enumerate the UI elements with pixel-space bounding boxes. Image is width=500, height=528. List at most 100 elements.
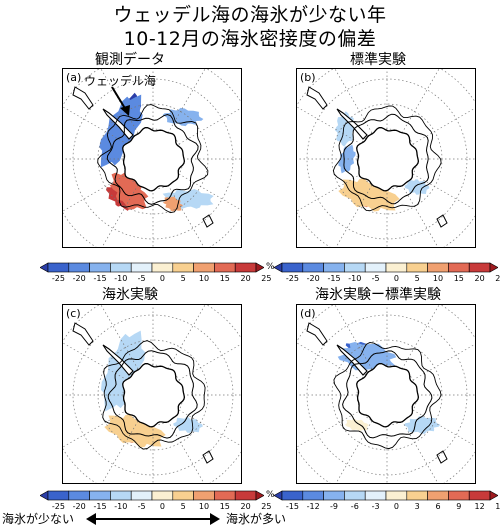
latitude-circle	[72, 78, 234, 240]
panel-d-title: 海氷実験ー標準実験	[315, 287, 441, 303]
panel-a-label: (a)	[66, 71, 82, 84]
anomaly-contour	[102, 340, 206, 450]
antarctica-outline	[356, 363, 420, 428]
anomaly-patch	[173, 417, 203, 433]
colorbar-tick-label: -15	[285, 502, 299, 511]
less-ice-label: 海氷が少ない	[2, 512, 75, 526]
colorbar-tick-label: 25	[261, 274, 272, 283]
panel-a-title: 観測データ	[95, 52, 165, 68]
anomaly-contour	[342, 350, 433, 439]
island-outline	[202, 450, 214, 464]
colorbar-tick-label: 6	[435, 502, 441, 511]
panel-c-svg	[63, 305, 241, 483]
south-america-outline	[72, 86, 94, 110]
anomaly-patch	[338, 144, 356, 174]
colorbar-tick-label: -25	[51, 502, 65, 511]
anomaly-contour	[343, 113, 430, 205]
colorbar-tick-label: 0	[159, 502, 165, 511]
antarctica-outline	[122, 127, 186, 192]
colorbar-difference: -15-12-9-6-303691215%	[274, 490, 500, 514]
more-ice-label: 海氷が多い	[226, 512, 287, 526]
anomaly-contour	[106, 113, 199, 205]
colorbar-tick-label: 5	[180, 274, 186, 283]
anomaly-contour	[333, 342, 442, 450]
colorbar-tick-label: 25	[495, 274, 500, 283]
colorbar-tick-label: -3	[371, 502, 380, 511]
colorbar-bar	[274, 262, 498, 273]
panel-d-label: (d)	[300, 307, 316, 320]
anomaly-patch	[109, 172, 149, 210]
colorbar-tick-label: -12	[306, 502, 320, 511]
colorbar-tick-label: -25	[51, 274, 65, 283]
colorbar-unit: %	[266, 262, 275, 272]
panel-c-map: (c)	[62, 304, 242, 484]
colorbar-tick-label: -20	[72, 502, 86, 511]
latitude-circle	[72, 314, 234, 476]
colorbar-tick-label: 5	[180, 502, 186, 511]
colorbar-tick-label: 12	[474, 502, 485, 511]
anomaly-contour	[332, 105, 442, 212]
annotation-arrow	[111, 86, 130, 116]
colorbar-tick-label: 25	[261, 502, 272, 511]
colorbar-tick-label: 5	[414, 274, 420, 283]
colorbar-tick-label: 0	[393, 502, 399, 511]
colorbar-tick-label: 20	[240, 274, 251, 283]
colorbar-tick-label: 15	[495, 502, 500, 511]
panel-b-title: 標準実験	[350, 52, 406, 68]
colorbar-tick-label: 10	[198, 502, 210, 511]
anomaly-patch	[345, 418, 369, 432]
colorbar-top: -25 -20 -15 -10 -5 0 5 10 15 20 25%	[40, 262, 275, 286]
double-arrow	[86, 513, 220, 525]
colorbar-tick-label: 3	[414, 502, 420, 511]
colorbar-tick-label: -10	[114, 502, 128, 511]
colorbar-tick-label: 15	[219, 274, 230, 283]
panel-a-map: (a)	[62, 68, 242, 248]
figure-title-line1: ウェッデル海の海氷が少ない年	[113, 4, 387, 26]
peninsula-outline	[336, 344, 368, 376]
anomaly-patch	[403, 416, 441, 434]
panel-a-svg	[63, 69, 241, 247]
panel-d-svg	[297, 305, 475, 483]
colorbar-tick-label: -5	[137, 274, 146, 283]
colorbar-tick-label: -25	[285, 274, 299, 283]
panel-b-label: (b)	[300, 71, 316, 84]
panel-c-label: (c)	[66, 307, 81, 320]
anomaly-patch	[101, 330, 145, 412]
colorbar-bar	[274, 490, 498, 501]
peninsula-outline	[102, 344, 134, 376]
colorbar-tick-label: 10	[432, 274, 444, 283]
colorbar-tick-label: 15	[453, 274, 464, 283]
south-america-outline	[72, 322, 94, 346]
colorbar-tick-label: 0	[159, 274, 165, 283]
colorbar-bar	[40, 262, 264, 273]
colorbar-tick-label: -6	[350, 502, 359, 511]
colorbar-tick-label: 20	[240, 502, 251, 511]
peninsula-outline	[102, 108, 134, 140]
colorbar-bottom-left: -25 -20 -15 -10 -5 0 5 10 15 20 25%	[40, 490, 275, 514]
colorbar-tick-label: 9	[456, 502, 462, 511]
antarctica-outline	[122, 363, 186, 428]
colorbar-tick-label: -15	[93, 274, 107, 283]
colorbar-tick-label: -5	[137, 502, 146, 511]
south-america-outline	[306, 322, 328, 346]
colorbar-tick-label: 0	[393, 274, 399, 283]
weddell-sea-annotation: ウェッデル海	[84, 74, 157, 88]
latitude-circle	[306, 78, 468, 240]
panel-b-map: (b)	[296, 68, 476, 248]
colorbar-tick-label: 20	[474, 274, 485, 283]
panel-d-map: (d)	[296, 304, 476, 484]
colorbar-tick-label: -20	[306, 274, 320, 283]
colorbar-tick-label: -9	[330, 502, 338, 511]
colorbar-tick-label: -10	[348, 274, 362, 283]
island-outline	[436, 450, 448, 464]
panel-c-title: 海氷実験	[102, 287, 158, 303]
antarctica-outline	[356, 127, 420, 192]
anomaly-contour	[107, 350, 198, 439]
colorbar-tick-label: -15	[93, 502, 107, 511]
panel-b-svg	[297, 69, 475, 247]
figure-title-line2: 10-12月の海氷密接度の偏差	[123, 28, 377, 50]
colorbar-unit: %	[266, 490, 275, 500]
colorbar-tick-label: -10	[114, 274, 128, 283]
colorbar-tick-label: 10	[198, 274, 210, 283]
